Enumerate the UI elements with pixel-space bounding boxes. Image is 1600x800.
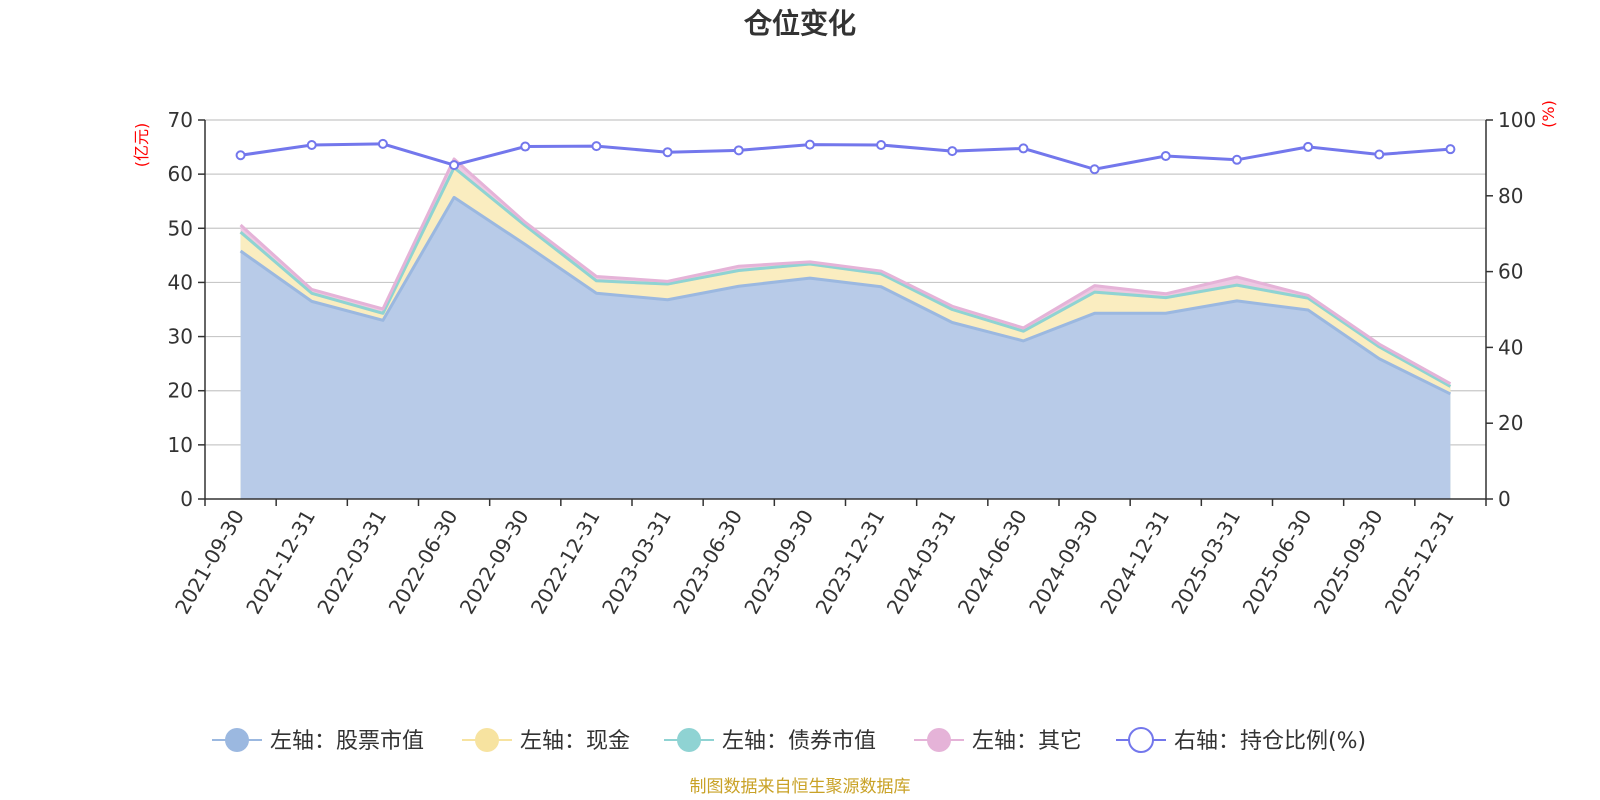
holding-ratio-point — [235, 150, 246, 161]
x-tick-label: 2023-09-30 — [739, 506, 818, 619]
x-tick-label: 2024-09-30 — [1024, 506, 1103, 619]
holding-ratio-point — [947, 146, 958, 157]
right-tick-label: 80 — [1498, 184, 1523, 208]
legend-item: 左轴：其它 — [914, 728, 1082, 754]
legend-label: 左轴：其它 — [972, 729, 1082, 754]
right-axis-ticks: 0 20 40 60 80 100 — [1486, 108, 1536, 511]
x-tick-label: 2021-12-31 — [241, 506, 320, 619]
holding-ratio-point — [520, 141, 531, 152]
left-tick-label: 50 — [168, 216, 193, 240]
stacked-areas — [239, 157, 1452, 500]
x-tick-label: 2023-12-31 — [811, 506, 890, 619]
legend-marker — [927, 728, 951, 752]
x-tick-label: 2022-06-30 — [384, 506, 463, 619]
holding-ratio-point — [449, 160, 460, 171]
series-line-左轴：股票市值 — [239, 195, 1452, 396]
right-tick-label: 20 — [1498, 411, 1523, 435]
left-axis-ticks: 0 10 20 30 40 50 60 70 — [168, 108, 205, 511]
holding-ratio-point — [1089, 164, 1100, 175]
left-tick-label: 60 — [168, 162, 193, 186]
chart-title: 仓位变化 — [744, 7, 856, 40]
holding-ratio-polyline — [240, 142, 1451, 171]
left-tick-label: 20 — [168, 379, 193, 403]
holding-ratio-point — [804, 139, 815, 150]
legend-item: 左轴：债券市值 — [664, 728, 876, 754]
holding-ratio-point — [1160, 151, 1171, 162]
holding-ratio-point — [876, 140, 887, 151]
x-tick-label: 2025-09-30 — [1309, 506, 1388, 619]
legend-label: 右轴：持仓比例(%) — [1174, 729, 1366, 754]
series-line-左轴：债券市值 — [239, 166, 1452, 388]
left-tick-label: 70 — [168, 108, 193, 132]
x-tick-label: 2022-03-31 — [312, 506, 391, 619]
x-tick-label: 2022-12-31 — [526, 506, 605, 619]
right-axis-unit: (%) — [1539, 100, 1558, 128]
area-左轴：股票市值 — [240, 197, 1451, 499]
right-tick-label: 0 — [1498, 487, 1511, 511]
legend-item: 左轴：股票市值 — [212, 728, 424, 754]
legend-label: 左轴：债券市值 — [722, 729, 876, 754]
legend-marker — [1128, 727, 1154, 753]
holding-ratio-point — [1374, 149, 1385, 160]
x-tick-label: 2023-06-30 — [668, 506, 747, 619]
x-tick-label: 2023-03-31 — [597, 506, 676, 619]
legend-label: 左轴：股票市值 — [270, 729, 424, 754]
holding-ratio-point — [591, 141, 602, 152]
holding-ratio-point — [662, 147, 673, 158]
right-tick-label: 100 — [1498, 108, 1536, 132]
left-tick-label: 30 — [168, 325, 193, 349]
holding-ratio-point — [306, 140, 317, 151]
left-axis-unit: (亿元) — [132, 123, 151, 168]
legend-item: 左轴：现金 — [462, 728, 630, 754]
x-tick-label: 2021-09-30 — [170, 506, 249, 619]
x-tick-label: 2025-03-31 — [1166, 506, 1245, 619]
left-tick-label: 40 — [168, 270, 193, 294]
legend: 左轴：股票市值 左轴：现金 左轴：债券市值 左轴：其它 右轴：持仓比例(%) — [212, 727, 1366, 754]
legend-marker — [475, 728, 499, 752]
x-tick-label: 2024-12-31 — [1095, 506, 1174, 619]
legend-marker — [677, 728, 701, 752]
series-line-左轴：其它 — [239, 157, 1452, 385]
legend-marker — [225, 728, 249, 752]
right-tick-label: 60 — [1498, 260, 1523, 284]
x-tick-label: 2025-06-30 — [1238, 506, 1317, 619]
legend-item: 右轴：持仓比例(%) — [1116, 727, 1366, 754]
data-source-note: 制图数据来自恒生聚源数据库 — [690, 777, 911, 797]
legend-label: 左轴：现金 — [520, 729, 630, 754]
holding-ratio-point — [1018, 143, 1029, 154]
x-tick-label: 2024-03-31 — [882, 506, 961, 619]
x-tick-label: 2024-06-30 — [953, 506, 1032, 619]
left-tick-label: 0 — [180, 487, 193, 511]
x-tick-label: 2025-12-31 — [1380, 506, 1459, 619]
left-tick-label: 10 — [168, 433, 193, 457]
holding-ratio-point — [1445, 144, 1456, 155]
holding-ratio-line — [235, 138, 1456, 175]
x-axis-ticks: 2021-09-302021-12-312022-03-312022-06-30… — [170, 499, 1487, 619]
right-tick-label: 40 — [1498, 335, 1523, 359]
holding-ratio-point — [1231, 154, 1242, 165]
holding-ratio-point — [1303, 141, 1314, 152]
x-tick-label: 2022-09-30 — [455, 506, 534, 619]
holding-ratio-point — [733, 145, 744, 156]
holding-ratio-point — [377, 138, 388, 149]
